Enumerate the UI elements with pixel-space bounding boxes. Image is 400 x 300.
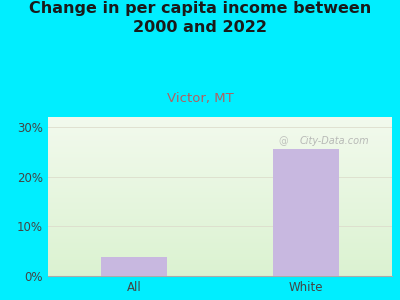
Bar	[101, 257, 167, 276]
Text: Change in per capita income between
2000 and 2022: Change in per capita income between 2000…	[29, 2, 371, 35]
Bar	[273, 149, 339, 276]
Text: Victor, MT: Victor, MT	[167, 92, 233, 104]
Text: @: @	[278, 136, 288, 146]
Text: City-Data.com: City-Data.com	[299, 136, 369, 146]
